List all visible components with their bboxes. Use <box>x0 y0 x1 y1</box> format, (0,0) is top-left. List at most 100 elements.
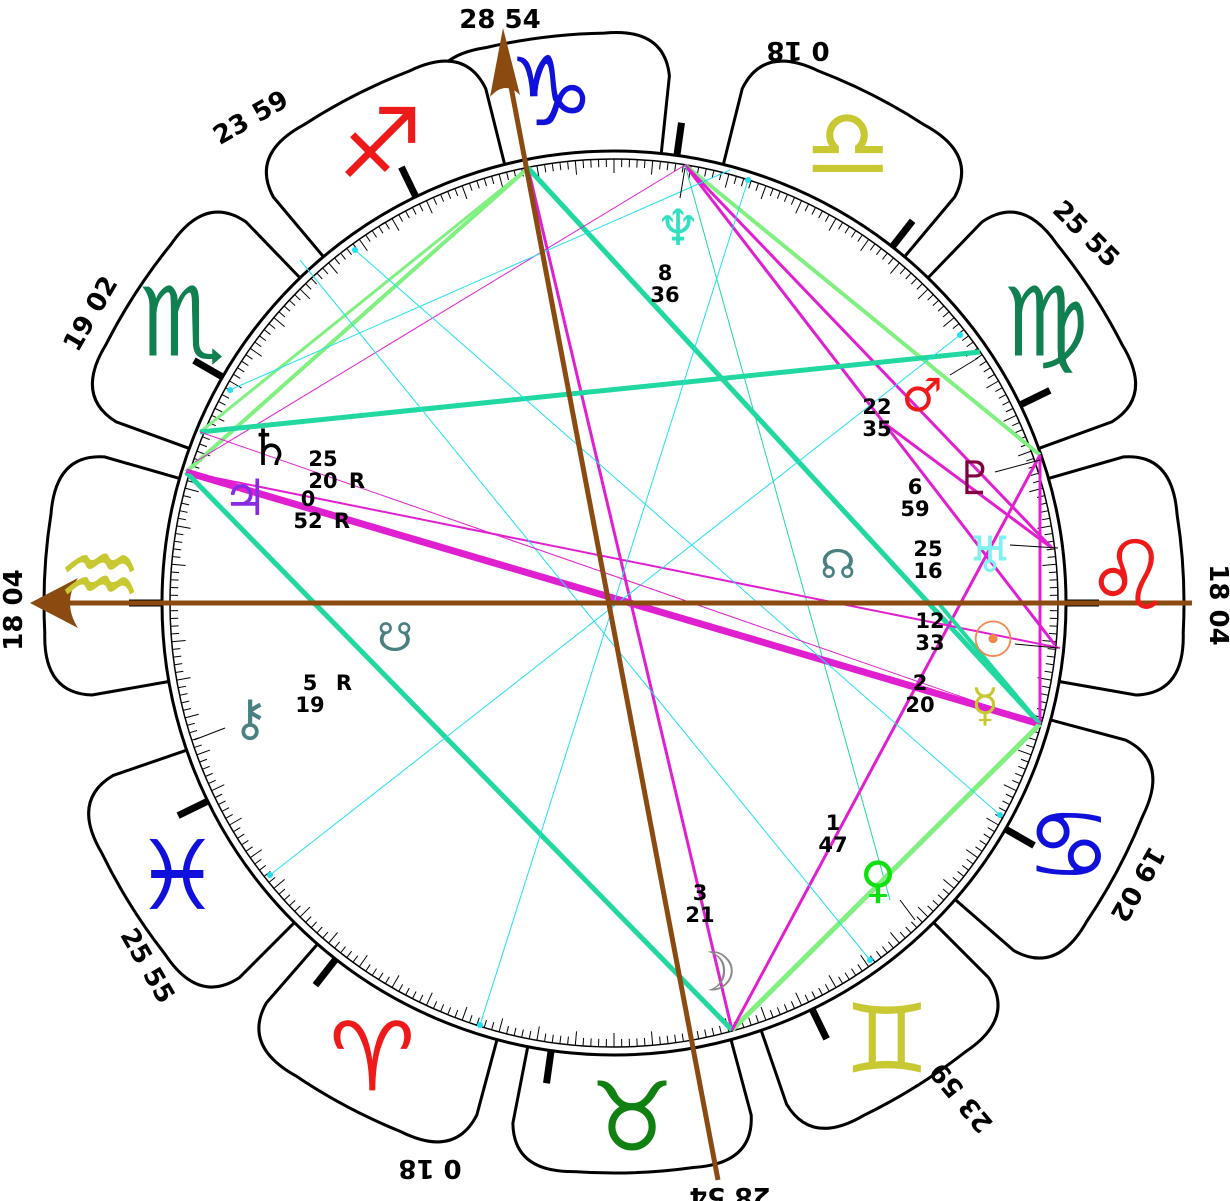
aspect-sextile-line <box>184 470 734 1032</box>
degree-tick <box>932 899 940 907</box>
degree-tick <box>194 744 202 749</box>
degree-tick <box>1030 472 1039 477</box>
degree-tick <box>418 994 424 1003</box>
degree-tick <box>1044 670 1053 673</box>
house-cusp-label: 0 18 <box>398 1153 461 1183</box>
degree-tick <box>916 916 923 923</box>
degree-tick <box>917 288 929 300</box>
degree-tick <box>268 323 276 330</box>
venus-icon: ♀ <box>860 851 897 909</box>
aspect-arrow-head <box>477 1022 483 1028</box>
degree-tick <box>432 197 438 205</box>
degree-tick <box>838 976 844 984</box>
aspect-square-line <box>185 471 1061 649</box>
degree-tick <box>225 813 233 819</box>
sagittarius-sign-icon: ♐ <box>337 88 423 200</box>
degree-tick <box>559 162 562 171</box>
house-cusp-mark <box>312 957 339 988</box>
south-node-icon: ☋ <box>377 615 413 661</box>
aspect-arrow-head <box>267 872 273 878</box>
degree-tick <box>334 257 341 265</box>
degree-tick <box>273 317 285 327</box>
degree-tick <box>828 975 837 988</box>
degree-tick <box>278 888 286 895</box>
aspect-square-line <box>199 431 1041 725</box>
degree-tick <box>1041 685 1050 689</box>
degree-tick <box>783 194 788 202</box>
degree-tick <box>748 180 752 189</box>
degree-tick <box>178 685 187 689</box>
degree-tick <box>268 876 276 883</box>
degree-tick <box>998 394 1007 399</box>
degree-tick <box>183 707 192 711</box>
degree-tick <box>405 210 410 219</box>
cancer-sign-icon: ♋ <box>1026 789 1112 901</box>
degree-tick <box>513 1027 517 1036</box>
house-cusp-mark <box>398 165 420 199</box>
degree-tick <box>398 214 404 222</box>
degree-tick <box>196 749 211 756</box>
house-cusp-label: 23 59 <box>924 1056 999 1138</box>
degree-tick <box>288 899 296 907</box>
degree-tick <box>937 894 945 901</box>
degree-tick <box>365 964 371 972</box>
degree-tick <box>1002 400 1010 406</box>
jupiter-retrograde: R <box>334 509 350 533</box>
degree-tick <box>916 283 923 290</box>
libra-sign-icon: ♎ <box>805 88 891 200</box>
degree-tick <box>498 1018 504 1033</box>
degree-tick <box>411 991 417 999</box>
degree-tick <box>468 1015 473 1023</box>
degree-tick <box>966 858 974 865</box>
scorpio-sign-icon: ♏ <box>139 267 225 379</box>
sun-degree: 12 <box>915 609 944 633</box>
degree-tick <box>183 495 192 499</box>
degree-tick <box>860 239 870 252</box>
degree-tick <box>358 954 368 967</box>
degree-tick <box>795 200 803 214</box>
saturn-degree: 25 <box>308 447 337 471</box>
degree-tick <box>174 663 183 666</box>
mercury-icon: ☿ <box>971 678 999 732</box>
degree-tick <box>384 976 390 984</box>
degree-tick <box>273 879 285 889</box>
degree-tick <box>724 173 730 188</box>
degree-tick <box>943 317 955 327</box>
degree-tick <box>755 1015 760 1023</box>
degree-tick <box>283 894 291 901</box>
degree-tick <box>199 443 208 448</box>
degree-tick <box>305 916 312 923</box>
degree-tick <box>755 183 760 191</box>
degree-tick <box>1017 450 1032 457</box>
aspect-minor-line <box>229 169 731 391</box>
degree-tick <box>237 833 245 839</box>
degree-tick <box>995 387 1003 393</box>
sign-petal-libra <box>721 59 964 258</box>
degree-tick <box>371 230 377 238</box>
aquarius-sign-icon: ♒ <box>57 520 143 632</box>
pisces-sign-icon: ♓ <box>134 820 220 932</box>
degree-tick <box>172 556 181 558</box>
degree-tick <box>890 932 900 944</box>
degree-tick <box>760 185 767 200</box>
degree-tick <box>378 226 384 234</box>
degree-tick <box>704 168 707 177</box>
degree-tick <box>181 700 190 704</box>
degree-tick <box>340 252 346 260</box>
degree-tick <box>567 1036 569 1045</box>
chart-axes <box>30 28 1192 1181</box>
degree-tick <box>340 946 346 954</box>
uranus-icon: ♅ <box>968 526 1013 584</box>
midheaven-arrow-icon <box>490 28 520 97</box>
degree-tick <box>769 188 774 197</box>
degree-tick <box>346 950 353 958</box>
degree-tick <box>1048 571 1057 574</box>
degree-tick <box>245 846 253 852</box>
degree-tick <box>254 858 262 865</box>
degree-tick <box>245 354 253 360</box>
degree-tick <box>582 1037 585 1046</box>
degree-tick <box>310 921 318 929</box>
degree-tick <box>447 191 452 199</box>
sign-petal-aries <box>257 943 499 1144</box>
